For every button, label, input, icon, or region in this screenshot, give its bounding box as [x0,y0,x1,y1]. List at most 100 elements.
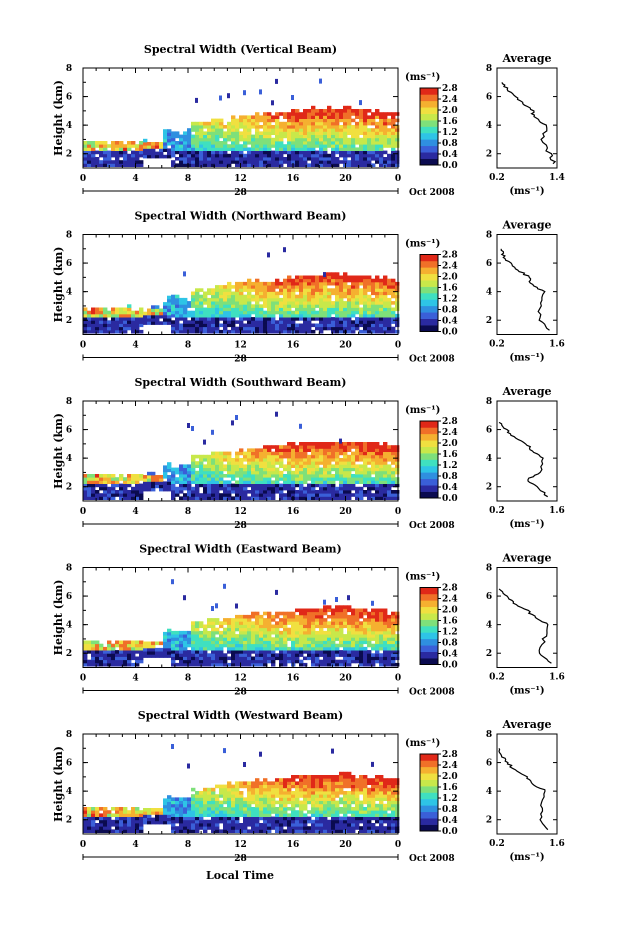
heatmap-cell [83,493,88,497]
heatmap-cell [223,656,228,661]
heatmap-cell [371,627,376,632]
heatmap-cell [275,294,280,299]
heatmap-cell [315,643,320,648]
heatmap-cell [359,650,364,654]
heatmap-cell [275,307,280,312]
heatmap-cell [179,467,184,472]
heatmap-cell [267,329,272,334]
heatmap-cell [131,310,136,315]
heatmap-cell [367,662,372,667]
heatmap-cell [87,640,92,645]
heatmap-cell [163,798,168,802]
heatmap-cell [127,823,132,827]
heatmap-cell [303,304,308,308]
heatmap-cell [391,458,396,462]
heatmap-cell [363,483,368,488]
heatmap-cell [331,153,336,158]
colorbar-tick-label: 1.6 [442,117,458,127]
heatmap-cell [199,791,204,795]
heatmap-cell [303,329,308,334]
heatmap-cell [275,477,280,481]
heatmap-cell [227,329,232,334]
heatmap-cell [187,490,192,494]
heatmap-cell [251,477,256,481]
heatmap-cell [383,493,388,497]
heatmap-cell [207,477,212,481]
heatmap-cell [87,807,92,811]
heatmap-cell [339,291,344,296]
heatmap-cell [287,125,292,129]
heatmap-cell [171,480,176,484]
heatmap-cell [167,817,172,822]
heatmap-cell [367,624,372,629]
heatmap-cell [303,294,308,299]
heatmap-cell [363,608,368,613]
heatmap-cell [347,163,352,167]
heatmap-cell [295,301,300,305]
heatmap-cell [211,470,216,475]
heatmap-cell [143,641,148,646]
heatmap-cell [199,150,204,155]
heatmap-cell [291,291,296,296]
heatmap-cell [151,471,156,476]
heatmap-cell [275,150,280,155]
heatmap-cell [267,467,272,472]
heatmap-cell [259,307,264,312]
date-label: Oct 2008 [409,355,455,365]
heatmap-cell [123,640,128,645]
heatmap-cell [367,640,372,645]
x-tick-label: 4 [132,674,138,684]
heatmap-cell [355,128,360,132]
heatmap-cell [255,624,260,629]
heatmap-cell [135,163,140,167]
average-profile-line [498,588,552,664]
heatmap-cell [391,131,396,135]
heatmap-cell [123,150,128,155]
heatmap-cell [211,659,216,664]
colorbar-tick-label: 1.6 [442,284,458,294]
heatmap-cell [363,650,368,654]
heatmap-cell [291,115,296,119]
heatmap-cell [231,467,236,472]
heatmap-cell [231,134,236,139]
heatmap-cell [311,480,316,484]
heatmap-cell [271,137,276,142]
heatmap-cell [219,784,224,789]
heatmap-cell [91,147,96,151]
heatmap-cell [179,656,184,661]
heatmap-cell [195,800,200,805]
heatmap-cell [103,826,108,830]
heatmap-cell [203,810,208,814]
heatmap-cell [243,285,248,289]
heatmap-cell [295,307,300,312]
heatmap-cell [215,490,220,494]
heatmap-cell [227,643,232,648]
heatmap-cell [107,157,112,161]
heatmap-cell [119,317,124,321]
heatmap-cell [347,496,352,500]
heatmap-cell [367,451,372,456]
heatmap-cell [303,656,308,661]
heatmap-cell [95,653,100,657]
heatmap-cell [343,451,348,456]
heatmap-cell [395,640,400,645]
heatmap-cell [347,595,350,601]
heatmap-cell [383,483,388,488]
heatmap-cell [271,461,276,465]
heatmap-cell [243,627,248,632]
heatmap-cell [223,640,228,645]
heatmap-cell [227,93,230,99]
heatmap-cell [391,470,396,475]
day-label: 28 [234,188,247,198]
heatmap-cell [347,112,352,116]
heatmap-cell [155,151,160,156]
heatmap-cell [319,326,324,331]
heatmap-cell [327,291,332,296]
heatmap-cell [355,643,360,648]
heatmap-cell [203,797,208,801]
heatmap-cell [243,329,248,334]
heatmap-cell [215,621,220,625]
heatmap-cell [283,301,288,305]
heatmap-cell [195,486,200,491]
heatmap-cell [255,326,260,331]
